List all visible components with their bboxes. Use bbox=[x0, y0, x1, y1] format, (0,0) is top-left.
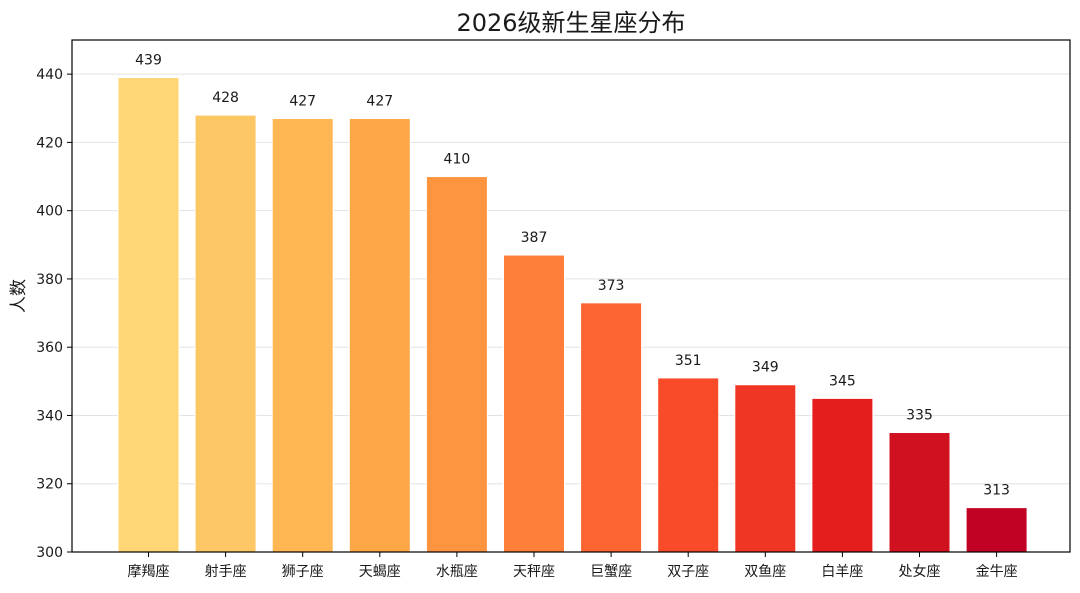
x-tick-label: 双子座 bbox=[667, 564, 709, 580]
bar-value-label: 427 bbox=[289, 94, 316, 110]
data-labels: 439 428 427 427 410 387 373 351 349 345 335 313 bbox=[135, 53, 1010, 499]
bar-value-label: 335 bbox=[906, 408, 933, 424]
x-tick-label: 金牛座 bbox=[976, 564, 1018, 580]
bar bbox=[425, 176, 488, 553]
bar bbox=[657, 377, 720, 553]
y-axis-label: 人数 bbox=[9, 279, 29, 313]
y-tick-label: 360 bbox=[36, 340, 63, 356]
bar bbox=[580, 302, 643, 553]
bar-value-label: 349 bbox=[752, 360, 779, 376]
x-tick-label: 狮子座 bbox=[282, 564, 324, 580]
bar-value-label: 427 bbox=[366, 94, 393, 110]
bar-value-label: 313 bbox=[983, 483, 1010, 499]
bar bbox=[117, 77, 180, 553]
bar-value-label: 428 bbox=[212, 90, 239, 106]
y-tick-label: 380 bbox=[36, 272, 63, 288]
bar bbox=[811, 397, 874, 553]
y-tick-label: 420 bbox=[36, 135, 63, 151]
bar-value-label: 439 bbox=[135, 53, 162, 69]
x-axis: 摩羯座 射手座 狮子座 天蝎座 水瓶座 天秤座 巨蟹座 双子座 双鱼座 白羊座 处女座 金牛座 bbox=[128, 552, 1018, 580]
x-tick-label: 双鱼座 bbox=[744, 563, 786, 580]
x-tick-label: 处女座 bbox=[899, 563, 941, 580]
bar-value-label: 387 bbox=[521, 230, 548, 246]
bar bbox=[888, 432, 951, 553]
bar bbox=[271, 118, 334, 553]
x-tick-label: 白羊座 bbox=[821, 564, 863, 580]
bar bbox=[734, 384, 797, 553]
bar-value-label: 373 bbox=[598, 278, 625, 294]
x-tick-label: 摩羯座 bbox=[128, 563, 170, 580]
bar-value-label: 410 bbox=[444, 152, 471, 168]
bar bbox=[965, 507, 1028, 553]
x-tick-label: 射手座 bbox=[205, 564, 247, 580]
x-tick-label: 天蝎座 bbox=[359, 564, 401, 580]
x-tick-label: 巨蟹座 bbox=[590, 564, 632, 580]
bar bbox=[348, 118, 411, 553]
bars bbox=[117, 77, 1028, 553]
chart-title: 2026级新生星座分布 bbox=[456, 9, 685, 37]
y-tick-label: 320 bbox=[36, 477, 63, 493]
x-tick-label: 天秤座 bbox=[513, 564, 555, 580]
y-axis: 300 320 340 360 380 400 420 440 bbox=[36, 67, 72, 561]
y-tick-label: 300 bbox=[36, 545, 63, 561]
y-tick-label: 400 bbox=[36, 204, 63, 220]
bar-value-label: 351 bbox=[675, 353, 702, 369]
bar bbox=[194, 114, 257, 553]
bar bbox=[503, 254, 565, 553]
x-tick-label: 水瓶座 bbox=[436, 564, 478, 580]
plot-frame bbox=[71, 39, 1071, 553]
y-tick-label: 440 bbox=[36, 67, 63, 83]
y-tick-label: 340 bbox=[36, 408, 63, 424]
bar-value-label: 345 bbox=[829, 373, 856, 389]
